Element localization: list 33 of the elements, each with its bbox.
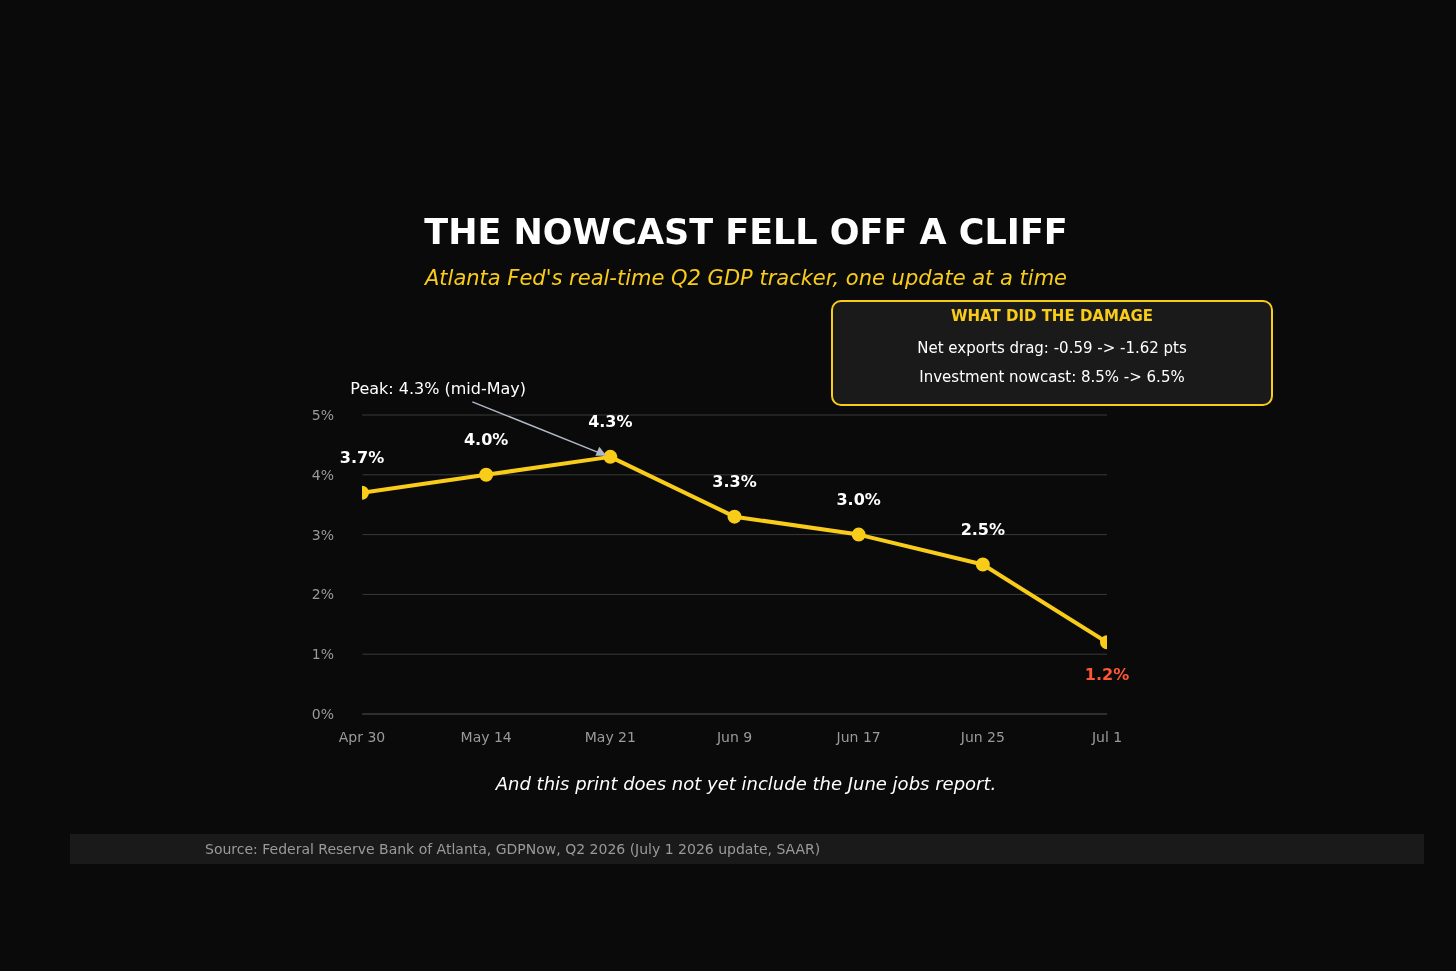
x-tick-label: Jun 9 [715, 728, 753, 745]
point [851, 527, 866, 542]
data-label: 4.3% [588, 411, 633, 431]
x-tick-label: Jun 17 [835, 728, 881, 745]
x-tick-label: Jul 1 [1090, 728, 1123, 745]
y-tick-label: 0% [311, 705, 334, 722]
data-label: 4.0% [463, 429, 509, 449]
data-label: 3.0% [836, 489, 881, 509]
data-label: 3.7% [339, 447, 385, 467]
x-tick-label: Jun 25 [959, 728, 1005, 745]
y-tick-label: 1% [311, 646, 334, 663]
data-label: 3.3% [712, 471, 757, 491]
point [727, 509, 742, 524]
y-tick-label: 2% [311, 586, 334, 603]
x-tick-label: May 14 [460, 728, 512, 745]
point [603, 449, 618, 464]
source-note: Source: Federal Reserve Bank of Atlanta, GDPNow, Q2 2026 (July 1 2026 update, SAAR) [205, 841, 821, 857]
y-tick-label: 4% [311, 466, 334, 483]
text: And this print does not yet include the June jobs report. [494, 773, 998, 794]
chart-subtitle: Atlanta Fed's real-time Q2 GDP tracker, one update at a time [423, 266, 1068, 290]
x-tick-label: Apr 30 [338, 728, 386, 745]
text: WHAT DID THE DAMAGE [949, 307, 1155, 325]
annotation: Peak: 4.3% (mid-May) [350, 378, 527, 398]
point [479, 467, 494, 482]
text: Investment nowcast: 8.5% -> 6.5% [918, 368, 1186, 386]
data-label: 2.5% [960, 519, 1006, 539]
data-label: 1.2% [1084, 665, 1130, 685]
x-tick-label: May 21 [584, 728, 636, 745]
point [975, 557, 990, 572]
chart-title: THE NOWCAST FELL OFF A CLIFF [423, 212, 1069, 252]
text: Net exports drag: -0.59 -> -1.62 pts [916, 339, 1188, 357]
y-tick-label: 5% [311, 406, 334, 423]
y-tick-label: 3% [311, 526, 334, 543]
